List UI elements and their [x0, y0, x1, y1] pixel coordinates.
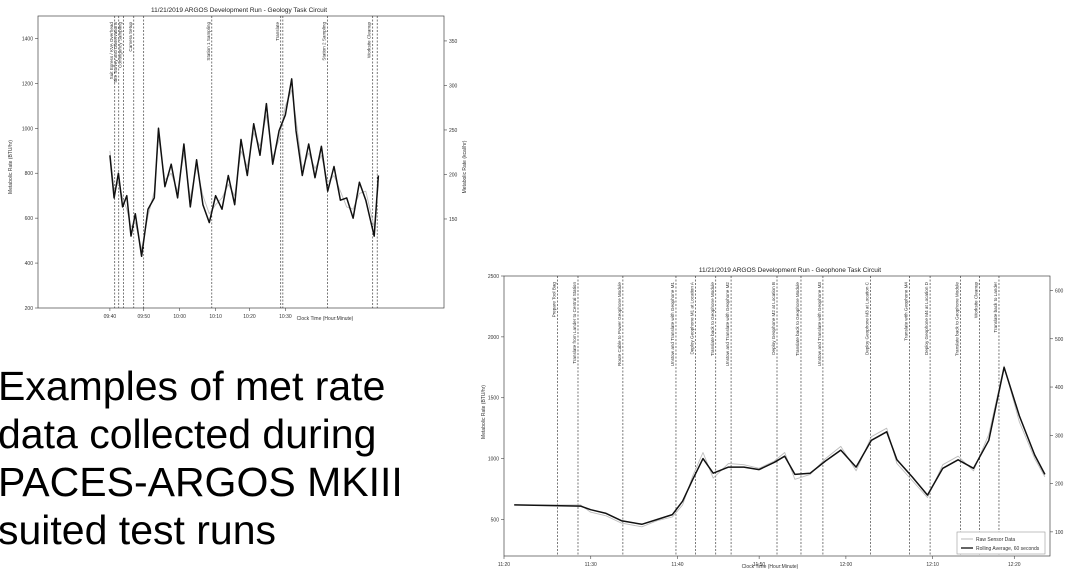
chart1-event-label-0: Suit Egress / KVA Overhead — [109, 22, 114, 80]
chart1-ytick-right-label-2: 250 — [449, 128, 458, 134]
chart2-xtick-label-3: 11:50 — [753, 562, 765, 568]
chart2-event-label-15: Translate back to Lander — [993, 282, 998, 333]
chart1-event-label-6: Translate — [275, 22, 280, 41]
geophone-chart: 11/21/2019 ARGOS Development Run - Geoph… — [470, 262, 1076, 570]
chart2-ytick-label-4: 2500 — [488, 274, 499, 280]
chart1-xlabel: Clock Time (Hour:Minute) — [297, 316, 354, 322]
legend-avg-label: Rolling Average, 60 seconds — [976, 546, 1040, 552]
chart2-event-label-4: Deploy Geophone M1 at Location A — [689, 281, 694, 354]
chart2-event-label-10: Deploy Geophone M3 at Location C — [864, 281, 869, 355]
chart2-legend: Raw Sensor Data Rolling Average, 60 seco… — [956, 531, 1046, 555]
chart2-xtick-label-5: 12:10 — [926, 562, 939, 568]
chart2-series-1 — [514, 366, 1046, 526]
chart2-ytick-label-2: 1500 — [488, 396, 499, 402]
chart2-xtick-label-2: 11:40 — [671, 562, 683, 568]
chart2-ytick-label-3: 2000 — [488, 335, 499, 341]
chart1-event-label-9: Worksite Cleanup — [367, 22, 372, 59]
chart1-ytick-label-1: 400 — [25, 261, 34, 267]
chart2-ytick-right-label-1: 200 — [1055, 482, 1064, 488]
caption: Examples of met rate data collected duri… — [0, 362, 470, 554]
chart1-xtick-label-1: 09:50 — [137, 314, 150, 320]
chart1-ytick-right-label-1: 200 — [449, 172, 458, 178]
chart2-ytick-right-label-4: 500 — [1055, 337, 1064, 343]
chart1-event-label-3: Camera Setup — [128, 22, 133, 52]
chart2-event-label-5: Translate back to Geophone Module — [710, 282, 715, 357]
chart1-title: 11/21/2019 ARGOS Development Run - Geolo… — [151, 7, 327, 14]
chart1-ytick-right-label-3: 300 — [449, 83, 458, 89]
chart1-ytick-right-label-0: 150 — [449, 217, 458, 223]
chart2-event-label-11: Translate with Geophone M4 — [904, 282, 909, 341]
chart2-xtick-label-1: 11:30 — [585, 562, 597, 568]
caption-line-3: PACES-ARGOS MKIII — [0, 459, 403, 505]
chart2-ytick-right-label-3: 400 — [1055, 385, 1064, 391]
caption-line-4: suited test runs — [0, 507, 277, 553]
chart1-ytick-label-0: 200 — [25, 306, 34, 312]
chart2-event-label-12: Deploy Geophone M4 at Location D — [924, 281, 929, 355]
chart2-ytick-right-label-5: 600 — [1055, 288, 1064, 294]
chart1-event-label-1: Site Survey and Observations — [113, 21, 118, 82]
legend-raw-label: Raw Sensor Data — [976, 537, 1015, 543]
chart1-ytick-label-5: 1200 — [22, 81, 33, 87]
geology-chart: 11/21/2019 ARGOS Development Run - Geolo… — [0, 0, 470, 322]
chart2-event-label-13: Translate back to Geophone Module — [955, 282, 960, 357]
chart1-xtick-label-0: 09:40 — [104, 314, 117, 320]
chart2-ytick-label-1: 1000 — [488, 457, 499, 463]
chart1-series-1 — [109, 78, 380, 258]
chart1-event-label-5: Station 1 Sampling — [206, 22, 211, 61]
chart2-ytick-right-label-0: 100 — [1055, 530, 1064, 536]
chart2-event-label-2: Route Cable to Power Geophone Module — [617, 282, 622, 366]
chart1-xtick-label-3: 10:10 — [209, 314, 222, 320]
chart1-ytick-label-4: 1000 — [22, 126, 33, 132]
chart2-ytick-right-label-2: 300 — [1055, 433, 1064, 439]
chart2-xtick-label-6: 12:20 — [1008, 562, 1021, 568]
caption-line-1: Examples of met rate — [0, 363, 386, 409]
chart2-xtick-label-4: 12:00 — [840, 562, 853, 568]
chart2-xlabel: Clock Time (Hour:Minute) — [742, 564, 799, 570]
chart2-event-label-14: Worksite Cleanup — [974, 282, 979, 319]
chart1-ytick-right-label-4: 350 — [449, 39, 458, 45]
chart2-title: 11/21/2019 ARGOS Development Run - Geoph… — [699, 267, 881, 274]
chart2-ytick-label-0: 500 — [491, 517, 500, 523]
chart1-xtick-label-5: 10:30 — [279, 314, 292, 320]
chart1-ylabel-right: Metabolic Rate (kcal/hr) — [462, 140, 468, 193]
chart2-ylabel: Metabolic Rate (BTU/hr) — [481, 385, 487, 439]
chart2-event-label-8: Translate back to Geophone Module — [795, 282, 800, 357]
caption-line-2: data collected during — [0, 411, 377, 457]
chart2-event-label-7: Deploy Geophone M2 at Location B — [771, 282, 776, 355]
chart1-xtick-label-4: 10:20 — [243, 314, 256, 320]
chart1-ytick-label-3: 800 — [25, 171, 34, 177]
chart2-event-label-3: Unstow and Translate with Geophone M1 — [670, 282, 675, 367]
chart1-event-label-8: Station 2 Sampling — [322, 22, 327, 61]
chart2-series-0 — [514, 365, 1046, 528]
chart1-ylabel: Metabolic Rate (BTU/hr) — [8, 140, 14, 194]
chart2-event-label-6: Unstow and Translate with Geophone M2 — [725, 282, 730, 367]
chart2-xtick-label-0: 11:20 — [498, 562, 510, 568]
chart2-event-label-0: Prepare Tool Bag — [552, 282, 557, 318]
chart2-event-label-1: Translate from Lander to Central Station — [572, 282, 577, 364]
chart1-ytick-label-6: 1400 — [22, 36, 33, 42]
chart1-event-label-2: Contingency Sampling — [118, 22, 123, 68]
chart2-event-label-9: Unstow and Translate with Geophone M3 — [817, 282, 822, 367]
chart1-xtick-label-2: 10:00 — [173, 314, 186, 320]
chart1-plot-frame — [37, 15, 445, 309]
chart1-ytick-label-2: 600 — [25, 216, 34, 222]
